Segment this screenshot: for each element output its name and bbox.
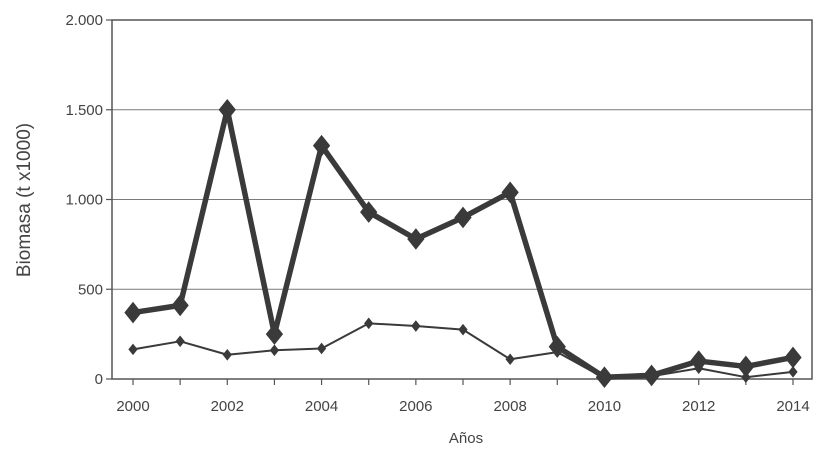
x-tick-label: 2006 [399, 398, 432, 415]
y-tick-label: 2.000 [65, 12, 103, 29]
data-point-marker [312, 134, 331, 157]
x-axis-title: Años [449, 430, 483, 447]
series-line [132, 107, 794, 380]
data-point-marker [788, 366, 798, 378]
data-point-marker [269, 344, 280, 357]
x-tick-label: 2014 [776, 398, 809, 415]
data-point-marker [411, 320, 421, 332]
y-axis-ticks: 0 500 1.000 1.500 2.000 [65, 12, 112, 388]
data-point-marker [458, 323, 468, 336]
y-axis-title: Biomasa (t x1000) [14, 123, 35, 277]
data-point-marker [175, 335, 185, 348]
data-point-marker [218, 98, 236, 121]
y-tick-label: 0 [95, 371, 103, 388]
series-1 [124, 98, 802, 389]
data-point-marker [737, 355, 755, 378]
x-tick-label: 2012 [682, 398, 715, 415]
data-point-marker [364, 317, 374, 330]
data-point-marker [595, 366, 614, 389]
data-point-marker [454, 206, 472, 229]
data-point-marker [124, 301, 142, 324]
y-tick-label: 1.500 [65, 102, 103, 119]
y-tick-label: 1.000 [65, 192, 103, 209]
data-point-marker [360, 201, 378, 223]
x-tick-label: 2004 [305, 398, 338, 415]
x-tick-label: 2000 [116, 398, 149, 415]
data-point-marker [548, 335, 566, 358]
x-axis-ticks: 2000 2002 2004 2006 2008 2010 2012 2014 [116, 379, 810, 415]
series-layer [124, 98, 802, 389]
series-2 [128, 317, 798, 384]
data-point-marker [222, 348, 232, 361]
data-point-marker [505, 353, 515, 366]
x-tick-label: 2008 [493, 398, 526, 415]
data-point-marker [128, 343, 138, 356]
data-point-marker [407, 228, 425, 250]
data-point-marker [501, 181, 519, 204]
data-point-marker [642, 364, 661, 387]
x-tick-label: 2002 [211, 398, 244, 415]
data-point-marker [265, 323, 284, 345]
data-point-marker [316, 342, 327, 355]
y-tick-label: 500 [78, 281, 103, 298]
data-point-marker [171, 294, 189, 317]
x-tick-label: 2010 [588, 398, 621, 415]
data-point-marker [690, 350, 708, 372]
data-point-marker [784, 346, 802, 369]
